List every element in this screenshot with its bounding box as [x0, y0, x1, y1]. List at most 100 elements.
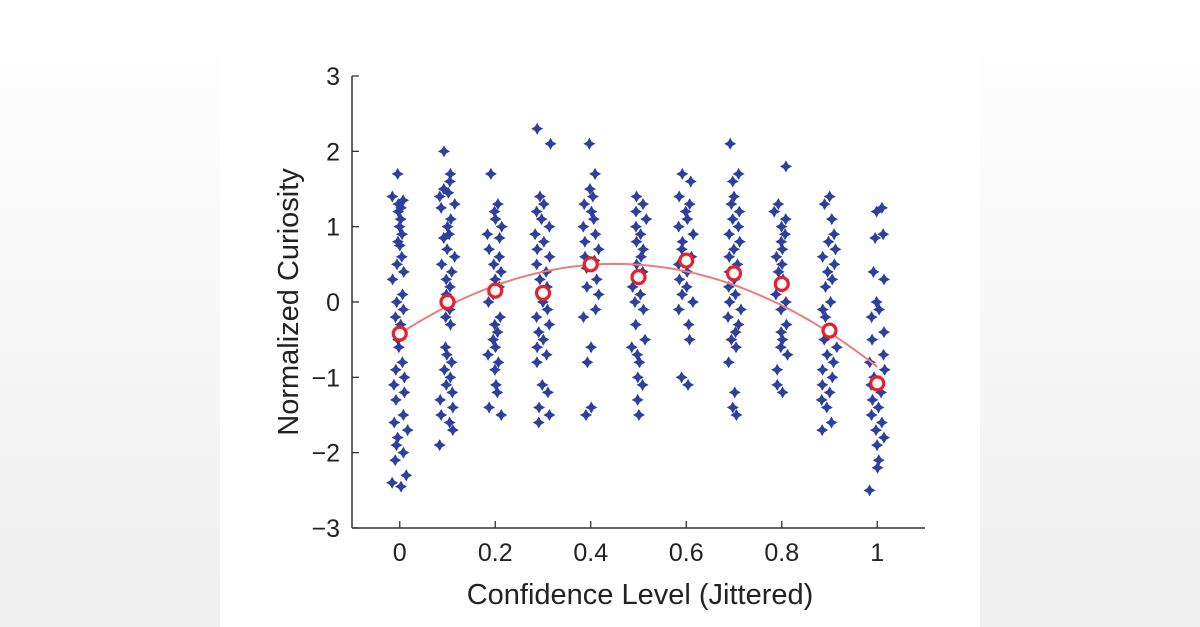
scatter-point [878, 273, 891, 286]
scatter-point [827, 356, 840, 369]
scatter-point [444, 167, 457, 180]
scatter-point [446, 386, 459, 399]
scatter-point [481, 228, 494, 241]
y-tick-label: −3 [311, 515, 340, 543]
scatter-point [444, 371, 457, 384]
scatter-point [529, 228, 542, 241]
scatter-point [440, 348, 453, 361]
scatter-point [589, 167, 602, 180]
scatter-point [445, 265, 458, 278]
scatter-point [637, 243, 650, 256]
scatter-point [397, 446, 410, 459]
scatter-point [878, 431, 891, 444]
scatter-point [875, 201, 888, 214]
fit-curve-layer [399, 262, 878, 368]
scatter-point [877, 228, 890, 241]
scatter-point [443, 416, 456, 429]
scatter-point [681, 213, 694, 226]
scatter-point [536, 296, 549, 308]
scatter-point [491, 386, 504, 399]
scatter-point [870, 296, 883, 308]
scatter-point [871, 461, 884, 474]
scatter-point [390, 258, 403, 271]
scatter-point [676, 235, 689, 248]
scatter-point [581, 356, 594, 369]
scatter-point [771, 363, 784, 376]
scatter-point [637, 303, 650, 316]
scatter-point [821, 348, 834, 361]
x-tick-label: 1 [870, 539, 884, 567]
scatter-point [537, 235, 550, 248]
scatter-point [396, 356, 409, 369]
scatter-point [391, 431, 404, 444]
scatter-point [820, 401, 833, 414]
scatter-point [389, 393, 402, 406]
scatter-point [489, 341, 502, 354]
scatter-point [394, 201, 407, 214]
scatter-point [816, 363, 829, 376]
scatter-point [730, 409, 743, 421]
scatter-point [828, 258, 841, 271]
scatter-point [780, 318, 793, 331]
scatter-point [532, 416, 545, 429]
scatter-point [494, 311, 507, 324]
scatter-point [733, 235, 746, 248]
scatter-point [630, 205, 643, 218]
scatter-point [391, 235, 404, 248]
scatter-point [866, 393, 879, 406]
scatter-point [488, 363, 501, 376]
scatter-point [441, 243, 454, 256]
scatter-point [441, 220, 454, 233]
scatter-point [629, 318, 642, 331]
x-tick-label: 0.6 [669, 539, 704, 567]
scatter-point [672, 258, 685, 271]
scatter-point [396, 228, 409, 241]
scatter-point [733, 205, 746, 218]
y-tick-label: −1 [311, 364, 340, 392]
scatter-point [673, 190, 686, 203]
scatter-point [393, 239, 406, 252]
scatter-point [639, 333, 652, 346]
scatter-point [732, 167, 745, 180]
scatter-point [583, 137, 596, 150]
mean-marker [725, 265, 743, 282]
scatter-point [682, 318, 695, 331]
scatter-point [877, 326, 890, 339]
fit-curve [399, 262, 878, 368]
scatter-point [389, 363, 402, 376]
scatter-point [626, 280, 639, 293]
scatter-point [828, 228, 841, 241]
scatter-point [392, 198, 405, 211]
scatter-point [580, 280, 593, 293]
y-tick-label: 3 [326, 63, 340, 91]
mean-marker [869, 375, 886, 392]
scatter-point [439, 311, 452, 324]
scatter-point [540, 348, 553, 361]
scatter-point [776, 243, 789, 256]
scatter-point [394, 213, 407, 226]
scatter-point [686, 296, 699, 308]
scatter-point [440, 378, 453, 391]
scatter-point [823, 190, 836, 203]
scatter-point [729, 326, 742, 339]
scatter-point [401, 424, 414, 437]
scatter-point [448, 250, 461, 263]
scatter-point [779, 296, 792, 308]
scatter-point [878, 363, 891, 376]
scatter-point [392, 205, 405, 218]
scatter-point [865, 311, 878, 324]
scatter-point [489, 378, 502, 391]
scatter-point [682, 378, 695, 391]
scatter-point [394, 318, 407, 331]
scatter-point [866, 333, 879, 346]
scatter-point [826, 371, 839, 384]
scatter-point [781, 348, 794, 361]
scatter-point [444, 280, 457, 293]
scatter-point [633, 356, 646, 369]
scatter-point [487, 333, 500, 346]
scatter-point [532, 326, 545, 339]
scatter-point [543, 409, 556, 421]
scatter-point [631, 371, 644, 384]
scatter-point [541, 303, 554, 316]
scatter-point [779, 228, 792, 241]
